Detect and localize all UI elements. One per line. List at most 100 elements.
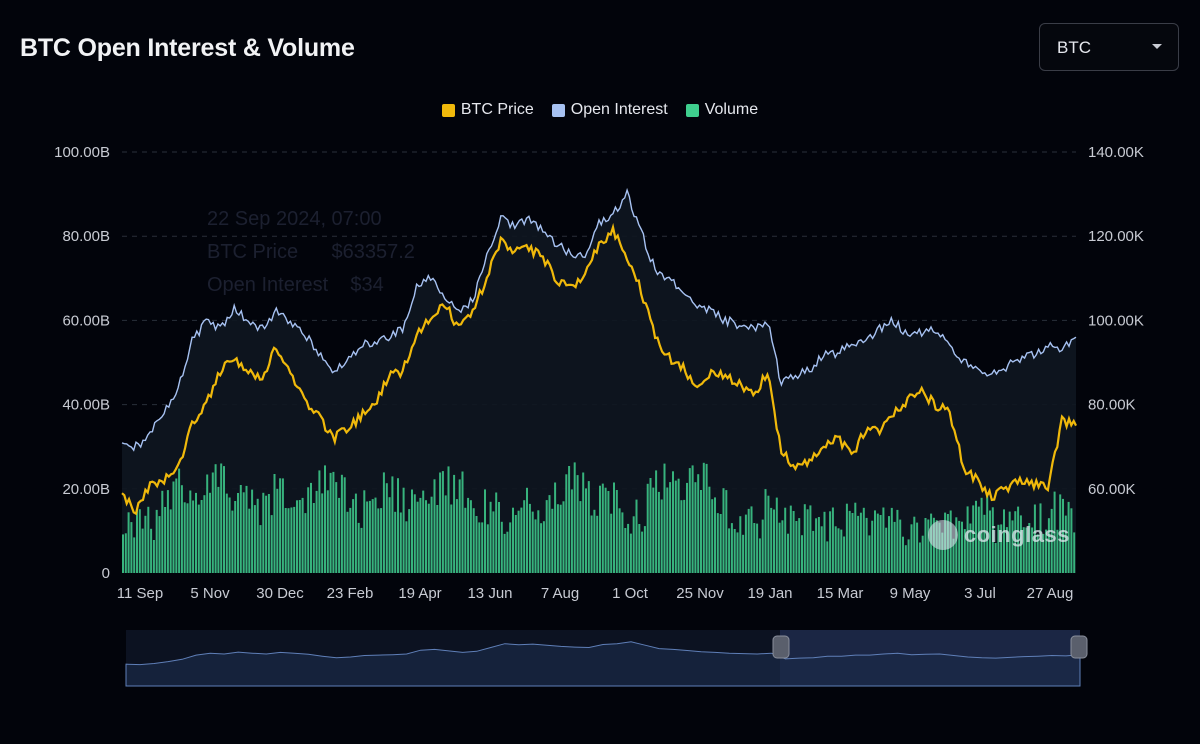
volume-bar <box>259 525 262 573</box>
volume-bar <box>610 513 613 573</box>
volume-bar <box>239 485 242 573</box>
volume-bar <box>994 543 997 573</box>
volume-bar <box>817 517 820 573</box>
volume-bar <box>952 538 955 573</box>
x-tick-label: 7 Aug <box>541 585 579 602</box>
volume-bar <box>1031 527 1034 573</box>
volume-bar <box>562 501 565 573</box>
volume-bar <box>876 513 879 573</box>
volume-bar <box>500 521 503 573</box>
open-interest-line <box>121 187 1077 452</box>
volume-bar <box>989 510 991 573</box>
volume-bar <box>921 535 924 573</box>
volume-bar <box>756 523 759 573</box>
volume-bar <box>806 509 809 573</box>
coin-select[interactable]: BTC <box>1039 23 1179 71</box>
volume-bar <box>941 532 944 573</box>
volume-bar <box>433 479 436 573</box>
volume-bar <box>789 505 792 573</box>
volume-bar <box>475 516 478 573</box>
volume-bar <box>486 524 489 573</box>
volume-bar <box>848 510 851 573</box>
volume-bar <box>691 465 694 573</box>
volume-bar <box>388 497 391 573</box>
volume-bar <box>632 516 635 573</box>
volume-bar <box>122 534 124 573</box>
volume-bar <box>823 511 826 573</box>
volume-bar <box>815 518 818 573</box>
volume-bar <box>245 485 248 573</box>
y-axis-left-labels: 0 20.00B 40.00B 60.00B 80.00B 100.00B <box>54 144 110 582</box>
volume-bar <box>694 482 697 573</box>
volume-bar <box>509 522 512 573</box>
x-tick-label: 9 May <box>890 585 931 602</box>
volume-bar <box>251 489 254 573</box>
volume-bar <box>492 511 495 573</box>
coin-select-value: BTC <box>1057 38 1091 57</box>
volume-bar <box>270 515 273 573</box>
y-left-tick-label: 0 <box>102 565 110 582</box>
volume-bar <box>248 508 251 573</box>
volume-bar <box>775 497 778 573</box>
volume-bar <box>778 522 781 573</box>
volume-bar <box>503 533 506 573</box>
volume-bar <box>447 466 450 573</box>
volume-bar <box>152 540 155 573</box>
volume-bar <box>764 489 767 573</box>
volume-bar <box>346 511 349 573</box>
legend-item-open-interest[interactable]: Open Interest <box>551 101 668 119</box>
volume-bar <box>570 489 573 573</box>
volume-bar <box>439 472 442 573</box>
volume-bar <box>753 523 756 573</box>
volume-bar <box>287 508 290 573</box>
volume-bar <box>980 497 983 573</box>
volume-bar <box>391 476 394 573</box>
volume-bar <box>834 526 837 573</box>
volume-bar <box>812 530 815 573</box>
volume-bar <box>296 500 298 573</box>
volume-bar <box>576 475 579 573</box>
volume-bar <box>865 517 868 573</box>
legend-item-volume[interactable]: Volume <box>685 101 759 119</box>
volume-bar <box>1056 529 1059 573</box>
volume-bar <box>368 500 371 573</box>
volume-bar <box>893 521 896 573</box>
volume-bar <box>1022 527 1025 573</box>
tooltip-date: 22 Sep 2024, 07:00 <box>207 208 382 230</box>
volume-bar <box>582 472 585 573</box>
volume-bar <box>354 493 357 573</box>
range-navigator <box>125 630 1088 687</box>
volume-bar <box>209 492 211 573</box>
volume-bar <box>366 501 369 573</box>
volume-bar <box>803 504 806 573</box>
volume-bar <box>643 526 646 573</box>
open-interest-area <box>122 190 1076 573</box>
volume-bar <box>820 526 823 573</box>
volume-bar <box>714 497 716 573</box>
volume-bar <box>969 523 972 573</box>
volume-bar <box>195 492 197 573</box>
legend-item-price[interactable]: BTC Price <box>441 101 534 119</box>
volume-bar <box>136 509 138 573</box>
x-tick-label: 15 Mar <box>817 585 864 602</box>
volume-bar <box>469 500 472 573</box>
volume-bar <box>1073 532 1076 573</box>
x-tick-label: 11 Sep <box>117 585 163 602</box>
volume-bar <box>565 474 568 573</box>
volume-bar <box>963 529 966 573</box>
volume-bar <box>307 487 310 573</box>
volume-bar <box>966 506 969 573</box>
legend-label-volume: Volume <box>704 101 759 118</box>
volume-bar <box>1062 498 1064 573</box>
volume-bar <box>262 492 265 573</box>
volume-bar <box>514 515 517 573</box>
volume-bar <box>382 472 385 573</box>
volume-bar <box>635 499 638 573</box>
volume-bar <box>371 499 374 573</box>
x-tick-label: 19 Jan <box>747 585 792 602</box>
volume-bar <box>551 508 554 573</box>
volume-bar <box>321 493 324 573</box>
volume-bar <box>705 463 708 573</box>
volume-bar <box>1064 515 1067 573</box>
volume-bar <box>739 516 742 573</box>
